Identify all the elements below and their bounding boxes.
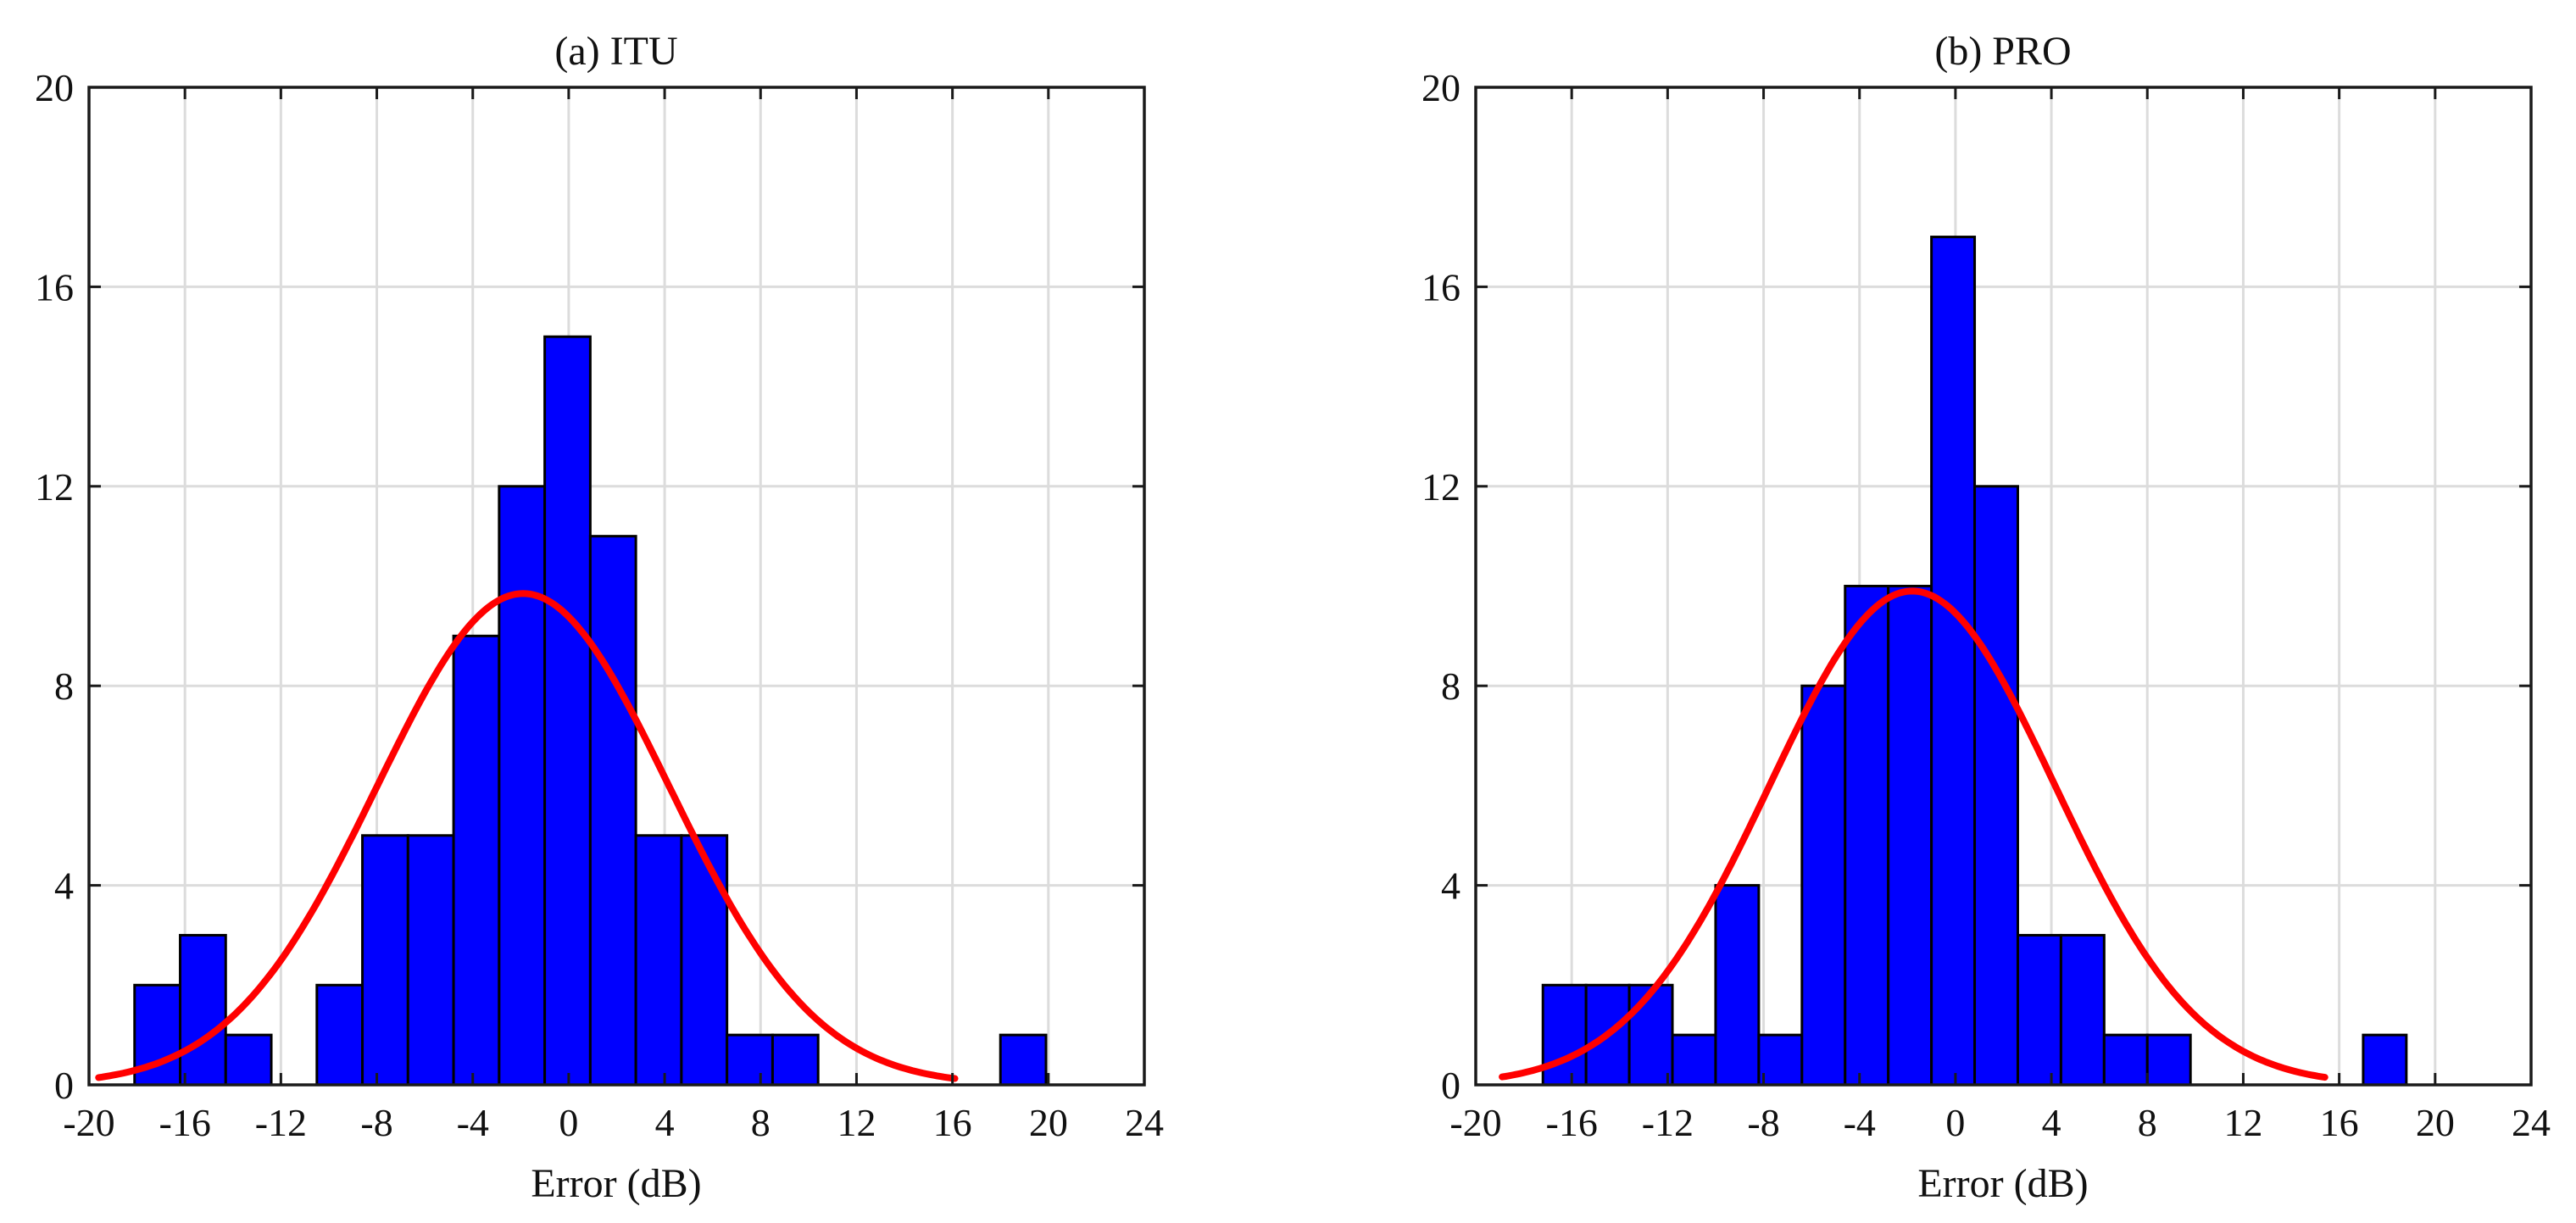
histogram-bar [1930,236,1977,1087]
histogram-bar [2145,1033,2192,1087]
histogram-bar [1757,1033,1804,1087]
x-tick-label: 16 [2320,1101,2359,1144]
x-tick-label: 4 [2042,1101,2061,1144]
panel-pro: (b) PRO Error (dB) -20 -16 -12 -8 -4 0 4 8 12 16 2… [1422,29,2551,1206]
y-tick-label: 20 [35,66,74,109]
x-tick-label: 12 [837,1101,876,1144]
x-tick-label: -8 [1747,1101,1779,1144]
x-tick-label: -16 [1546,1101,1598,1144]
y-tick-label: 4 [1441,864,1460,908]
panel-title: (b) PRO [1934,29,2071,74]
y-tick-label: 0 [54,1064,74,1107]
x-tick-label: 16 [933,1101,972,1144]
histogram-bar [498,485,547,1087]
y-tick-label: 20 [1422,66,1460,109]
x-tick-label: 20 [1029,1101,1068,1144]
histogram-bar [1627,983,1674,1087]
histogram-bar [771,1033,820,1087]
x-tick-label: -12 [1642,1101,1694,1144]
x-tick-label: -4 [457,1101,489,1144]
x-tick-label: 8 [2138,1101,2157,1144]
histogram-bar [1671,1033,1717,1087]
x-tick-label: -8 [360,1101,392,1144]
histogram-bar [1844,585,1890,1087]
y-tick-label: 8 [54,664,74,708]
y-tick-label: 0 [1441,1064,1460,1107]
histogram-bar [1887,585,1933,1087]
x-tick-label: 0 [1945,1101,1965,1144]
x-tick-label: 0 [559,1101,578,1144]
x-tick-label: -20 [1449,1101,1501,1144]
y-tick-label: 4 [54,864,74,908]
x-axis-label: Error (dB) [531,1161,701,1206]
histogram-bar [179,933,227,1087]
x-axis-label: Error (dB) [1917,1161,2088,1206]
histogram-bar [2059,933,2106,1087]
x-tick-label: 20 [2416,1101,2455,1144]
histogram-bar [361,834,409,1087]
x-tick-label: -16 [159,1101,211,1144]
normal-fit-curve [1499,587,2328,1081]
histogram-bar [224,1033,273,1087]
x-tick-label: 24 [2512,1101,2551,1144]
histogram-bar [2362,1033,2408,1087]
histogram-bar [2016,933,2062,1087]
y-tick-label: 12 [1422,465,1460,509]
panel-itu: (a) ITU Error (dB) -20 -16 -12 -8 -4 0 4 8 12 16 2… [35,29,1164,1206]
histogram-bar [999,1033,1048,1087]
axes-frame [87,86,1146,1087]
histogram-bar [315,983,364,1087]
histogram-bar [680,834,729,1087]
x-tick-label: -12 [255,1101,307,1144]
axes-frame [1474,86,2533,1087]
histogram-bar [406,834,455,1087]
histogram-bar [543,335,592,1087]
x-tick-label: 24 [1125,1101,1164,1144]
normal-fit-curve [95,590,959,1082]
x-tick-label: -4 [1844,1101,1876,1144]
histogram-bar [588,535,637,1087]
y-tick-label: 16 [1422,265,1460,309]
x-tick-label: 4 [655,1101,675,1144]
histogram-bar [1714,884,1761,1087]
histogram-bar [1541,983,1588,1087]
y-tick-label: 12 [35,465,74,509]
histogram-bar [726,1033,774,1087]
x-tick-label: -20 [63,1101,114,1144]
histogram-bar [2102,1033,2149,1087]
y-tick-label: 8 [1441,664,1460,708]
histogram-bar [452,634,501,1087]
panel-title: (a) ITU [554,29,677,74]
y-tick-label: 16 [35,265,74,309]
histogram-bar [1800,684,1847,1087]
histogram-bar [634,834,683,1087]
histogram-bar [1973,485,2019,1087]
x-tick-label: 8 [751,1101,771,1144]
x-tick-label: 12 [2223,1101,2262,1144]
